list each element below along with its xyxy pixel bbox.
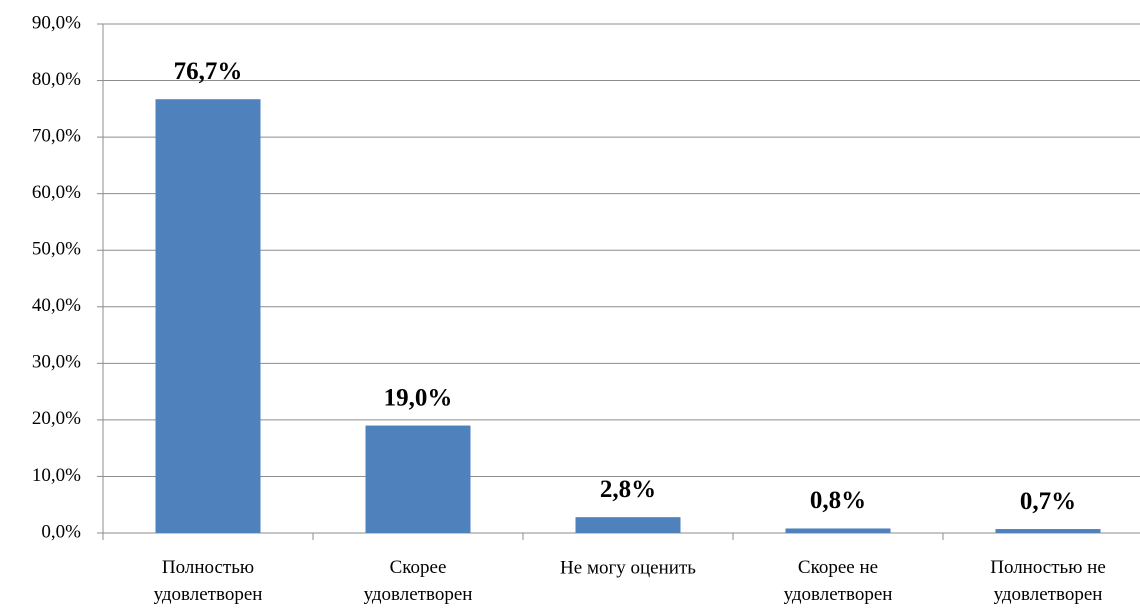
bar	[785, 528, 891, 533]
x-tick-label: Скорее не удовлетворен	[784, 557, 893, 605]
y-tick-label: 60,0%	[32, 182, 81, 203]
bar	[995, 529, 1101, 533]
y-tick-label: 30,0%	[32, 352, 81, 373]
value-label: 0,7%	[1020, 488, 1076, 515]
bar	[155, 99, 261, 534]
y-tick-label: 70,0%	[32, 125, 81, 146]
x-tick-label: Полностью удовлетворен	[154, 557, 263, 605]
value-label: 76,7%	[174, 58, 243, 85]
y-tick-label: 90,0%	[32, 12, 81, 33]
bar	[365, 425, 471, 533]
y-tick-label: 40,0%	[32, 295, 81, 316]
value-label: 2,8%	[600, 476, 656, 503]
value-label: 19,0%	[384, 384, 453, 411]
y-tick-label: 0,0%	[41, 521, 81, 542]
x-tick-label: Не могу оценить	[560, 557, 696, 578]
y-tick-label: 50,0%	[32, 239, 81, 260]
y-tick-label: 20,0%	[32, 408, 81, 429]
x-tick-label: Полностью не удовлетворен	[990, 557, 1106, 605]
value-label: 0,8%	[810, 487, 866, 514]
bar	[575, 517, 681, 533]
x-tick-label: Скорее удовлетворен	[364, 557, 473, 605]
y-tick-label: 80,0%	[32, 69, 81, 90]
y-tick-label: 10,0%	[32, 465, 81, 486]
